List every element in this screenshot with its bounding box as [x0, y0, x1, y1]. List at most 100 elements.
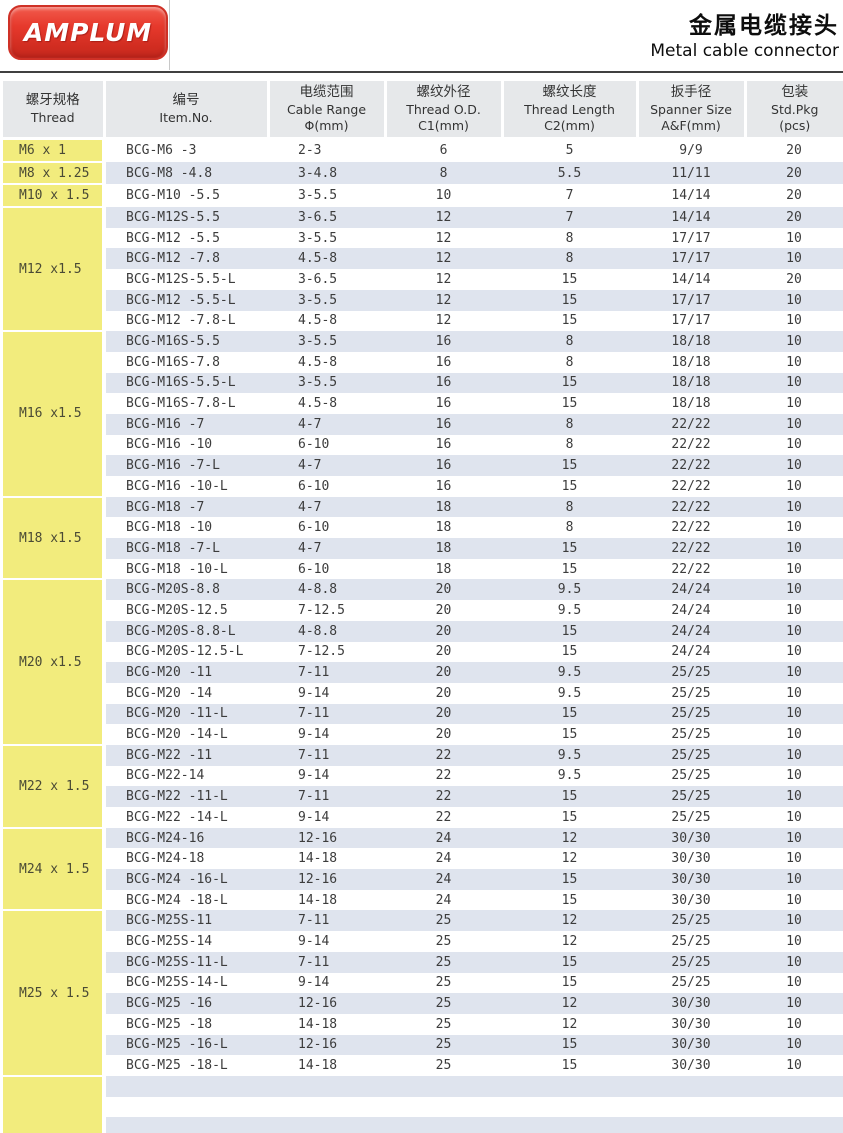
item-no-cell: BCG-M16 -10-L	[126, 478, 228, 494]
table-row: BCG-M16 -7-L 4-7 16 15 22/22 10	[3, 455, 843, 476]
std-pkg-cell: 10	[745, 869, 843, 890]
header-label: C2(mm)	[544, 117, 595, 133]
thread-od-cell: 12	[385, 207, 502, 228]
std-pkg-cell: 10	[745, 372, 843, 394]
std-pkg-cell: 10	[786, 685, 802, 701]
thread-length-cell: 9.5	[502, 662, 637, 683]
thread-group-cell: M25 x 1.5	[3, 909, 106, 1076]
item-no-cell: BCG-M18 -10	[126, 520, 213, 536]
std-pkg-cell: 10	[745, 786, 843, 807]
std-pkg-cell	[745, 1097, 843, 1118]
spanner-size-cell: 30/30	[637, 827, 745, 849]
header-label: 电缆范围	[299, 83, 354, 100]
cable-range-cell: 14-18	[298, 851, 338, 867]
cable-range-cell: 4-8.8	[268, 579, 385, 601]
header-label: C1(mm)	[418, 117, 469, 133]
cable-range-cell: 4-8.8	[268, 620, 385, 642]
std-pkg-cell: 10	[745, 910, 843, 932]
spanner-size-cell	[637, 1117, 745, 1133]
cable-range-cell: 9-14	[298, 727, 330, 743]
table-row: BCG-M24-18 14-18 24 12 30/30 10	[3, 848, 843, 869]
thread-length-cell: 12	[502, 993, 637, 1014]
spanner-size-cell: 18/18	[671, 396, 711, 412]
table-row: BCG-M18 -10-L 6-10 18 15 22/22 10	[3, 559, 843, 580]
spanner-size-cell: 30/30	[671, 851, 711, 867]
table-row: BCG-M16 -10-L 6-10 16 15 22/22 10	[3, 476, 843, 497]
thread-od-cell: 16	[435, 437, 452, 453]
thread-od-cell: 6	[439, 143, 448, 159]
thread-length-cell: 15	[561, 561, 578, 577]
product-spec-table: 螺牙规格 Thread 编号 Item.No. 电缆范围 Cable Range Φ(mm)…	[3, 81, 843, 1133]
thread-length-cell	[502, 1075, 637, 1097]
spanner-size-cell: 25/25	[671, 933, 711, 949]
thread-length-cell: 15	[502, 703, 637, 725]
cable-range-cell: 6-10	[298, 561, 330, 577]
thread-length-cell: 9.5	[557, 685, 582, 701]
spanner-size-cell: 30/30	[671, 1016, 711, 1032]
table-body: M6 x 1 BCG-M6 -3 2-3 6 5 9/9 20 M8 x 1.25 BCG-M8…	[3, 137, 843, 1133]
table-row: BCG-M12 -5.5 3-5.5 12 8 17/17 10	[3, 228, 843, 249]
spanner-size-cell: 17/17	[637, 289, 745, 311]
thread-group-cell	[3, 1074, 106, 1133]
item-no-cell: BCG-M8 -4.8	[104, 161, 268, 185]
item-no-cell: BCG-M24-16	[104, 827, 268, 849]
spanner-size-cell: 11/11	[637, 161, 745, 185]
item-no-cell: BCG-M22 -11-L	[104, 786, 268, 807]
thread-length-cell: 9.5	[557, 602, 582, 618]
std-pkg-cell: 10	[745, 744, 843, 766]
std-pkg-cell: 10	[786, 1016, 802, 1032]
item-no-cell: BCG-M24-18	[126, 851, 205, 867]
std-pkg-cell	[745, 1117, 843, 1133]
spanner-size-cell: 14/14	[671, 188, 711, 204]
item-no-cell: BCG-M25 -18	[126, 1016, 213, 1032]
item-no-cell: BCG-M16S-7.8	[126, 354, 220, 370]
cable-range-cell: 12-16	[268, 993, 385, 1014]
thread-length-cell	[502, 1117, 637, 1133]
std-pkg-cell: 10	[745, 538, 843, 559]
table-row: BCG-M25 -16-L 12-16 25 15 30/30 10	[3, 1034, 843, 1056]
thread-length-cell: 5.5	[502, 161, 637, 185]
std-pkg-cell: 10	[745, 703, 843, 725]
cable-range-cell	[268, 1075, 385, 1097]
thread-length-cell: 15	[502, 869, 637, 890]
std-pkg-cell: 10	[745, 496, 843, 518]
spanner-size-cell: 17/17	[637, 248, 745, 270]
item-no-cell: BCG-M20 -14-L	[126, 727, 228, 743]
thread-od-cell: 16	[435, 354, 452, 370]
std-pkg-cell: 10	[786, 851, 802, 867]
page-titles: 金属电缆接头 Metal cable connector	[650, 6, 839, 61]
table-row: BCG-M18 -7-L 4-7 18 15 22/22 10	[3, 538, 843, 559]
std-pkg-cell: 20	[745, 207, 843, 228]
std-pkg-cell: 10	[786, 975, 802, 991]
cable-range-cell: 14-18	[298, 1058, 338, 1074]
item-no-cell: BCG-M25S-14	[126, 933, 213, 949]
thread-length-cell: 15	[561, 892, 578, 908]
item-no-cell: BCG-M12 -5.5	[126, 230, 220, 246]
thread-od-cell: 20	[385, 662, 502, 683]
std-pkg-cell: 10	[786, 520, 802, 536]
thread-od-cell: 16	[385, 372, 502, 394]
table-row: M22 x 1.5 BCG-M22 -11 7-11 22 9.5 25/25 10	[3, 743, 843, 828]
thread-length-cell: 15	[561, 271, 578, 287]
table-row: BCG-M12S-5.5-L 3-6.5 12 15 14/14 20	[3, 269, 843, 290]
thread-group-cell: M18 x1.5	[3, 495, 106, 580]
item-no-cell: BCG-M25 -16-L	[104, 1034, 268, 1056]
thread-od-cell: 25	[385, 993, 502, 1014]
cable-range-cell: 7-11	[268, 951, 385, 973]
item-no-cell: BCG-M10 -5.5	[126, 188, 220, 204]
thread-od-cell: 25	[385, 1034, 502, 1056]
cable-range-cell: 12-16	[268, 1034, 385, 1056]
item-no-cell: BCG-M24 -16-L	[104, 869, 268, 890]
spanner-size-cell: 25/25	[637, 786, 745, 807]
table-row: BCG-M20 -14 9-14 20 9.5 25/25 10	[3, 683, 843, 704]
std-pkg-cell: 20	[786, 143, 802, 159]
item-no-cell: BCG-M16 -10	[126, 437, 213, 453]
thread-od-cell: 25	[435, 975, 452, 991]
cable-range-cell: 9-14	[298, 809, 330, 825]
spanner-size-cell: 22/22	[637, 413, 745, 435]
table-row: BCG-M25 -18 14-18 25 12 30/30 10	[3, 1014, 843, 1035]
spanner-size-cell: 22/22	[671, 520, 711, 536]
table-row	[3, 1074, 843, 1133]
cable-range-cell: 3-5.5	[268, 289, 385, 311]
std-pkg-cell: 10	[745, 951, 843, 973]
